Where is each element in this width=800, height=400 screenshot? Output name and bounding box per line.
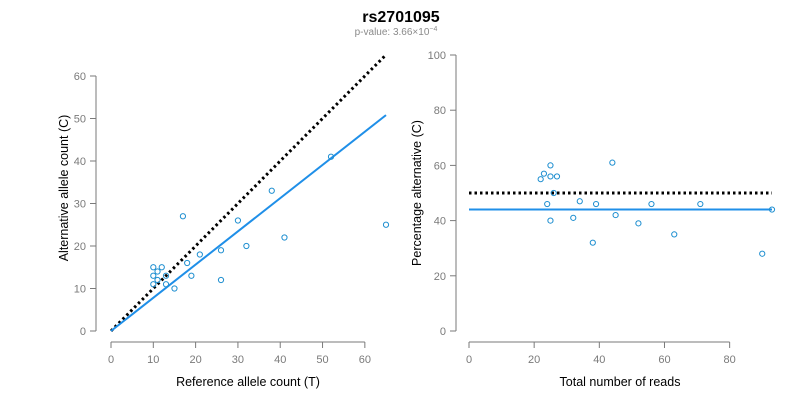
y-tick-label: 20 <box>74 241 86 253</box>
plot-area: 0 10 20 30 40 50 60 0 10 20 30 40 50 60 <box>74 53 390 366</box>
data-point <box>576 198 583 205</box>
x-tick-label: 60 <box>359 354 371 366</box>
data-point <box>162 281 170 288</box>
data-point <box>547 162 554 169</box>
data-point <box>327 153 335 160</box>
x-tick-label: 30 <box>232 354 244 366</box>
x-tick-label: 0 <box>466 354 472 366</box>
data-point <box>544 200 551 208</box>
x-tick-label: 80 <box>724 354 736 366</box>
figure-subtitle: p-value: 3.66×10−4 <box>355 26 438 38</box>
data-point <box>243 242 250 250</box>
y-tick-label: 0 <box>80 326 86 338</box>
data-point <box>150 264 157 271</box>
data-point <box>759 250 766 257</box>
data-point <box>217 276 225 284</box>
x-tick-label: 40 <box>274 354 286 366</box>
data-point <box>648 200 655 208</box>
p-value-exponent: −4 <box>429 26 437 33</box>
data-point <box>697 200 704 208</box>
y-tick-label: 40 <box>74 156 86 168</box>
x-tick-label: 50 <box>316 354 328 366</box>
data-point <box>550 189 557 197</box>
y-tick-label: 40 <box>434 216 446 228</box>
data-point <box>540 170 548 177</box>
data-point <box>609 159 616 166</box>
x-axis-label: Total number of reads <box>560 375 681 389</box>
y-tick-label: 20 <box>434 271 446 283</box>
data-point <box>154 276 161 284</box>
data-point <box>150 272 157 279</box>
x-tick-label: 20 <box>528 354 540 366</box>
data-point <box>547 217 554 224</box>
data-point <box>589 239 596 246</box>
data-point <box>281 234 288 241</box>
y-tick-label: 80 <box>434 105 446 117</box>
data-point <box>537 176 544 183</box>
fitted-line <box>110 114 387 332</box>
y-axis-label: Alternative allele count (C) <box>57 115 71 262</box>
data-point <box>592 200 600 208</box>
data-point <box>171 285 178 292</box>
data-point <box>671 231 678 238</box>
y-tick-label: 50 <box>74 114 86 126</box>
data-point <box>217 247 225 254</box>
y-tick-label: 60 <box>434 160 446 172</box>
expected-ratio-line <box>109 53 388 333</box>
data-point <box>768 206 776 213</box>
y-tick-label: 60 <box>74 71 86 83</box>
data-point <box>234 217 242 224</box>
data-point <box>154 268 161 275</box>
p-value-text: p-value: 3.66×10 <box>355 27 430 38</box>
data-point <box>268 187 275 194</box>
data-point <box>547 173 554 180</box>
data-point <box>158 264 165 271</box>
data-point <box>612 211 619 219</box>
y-axis-label: Percentage alternative (C) <box>410 120 424 266</box>
reference-vs-alternative-panel: 0 10 20 30 40 50 60 0 10 20 30 40 50 60 Reference all… <box>57 53 390 389</box>
data-point <box>179 213 187 220</box>
plot-area: 0 20 40 60 80 100 0 20 40 60 80 <box>428 50 776 366</box>
y-tick-label: 10 <box>74 284 86 296</box>
total-reads-vs-percentage-panel: 0 20 40 60 80 100 0 20 40 60 80 Total number of re… <box>410 50 776 389</box>
data-point <box>635 220 642 227</box>
x-tick-label: 10 <box>147 354 159 366</box>
y-tick-label: 100 <box>428 50 446 62</box>
data-point <box>570 214 577 221</box>
data-point <box>382 221 390 228</box>
x-axis-label: Reference allele count (T) <box>176 375 320 389</box>
x-tick-label: 20 <box>189 354 201 366</box>
x-tick-label: 60 <box>658 354 670 366</box>
figure-title: rs2701095 <box>362 9 440 26</box>
data-point <box>184 259 191 267</box>
data-point <box>196 251 203 258</box>
x-tick-label: 40 <box>593 354 605 366</box>
data-point <box>188 272 195 279</box>
y-tick-label: 30 <box>74 199 86 211</box>
data-point <box>553 173 561 180</box>
x-tick-label: 0 <box>108 354 114 366</box>
y-tick-label: 0 <box>440 326 446 338</box>
data-point <box>162 272 170 279</box>
data-point <box>150 281 157 288</box>
